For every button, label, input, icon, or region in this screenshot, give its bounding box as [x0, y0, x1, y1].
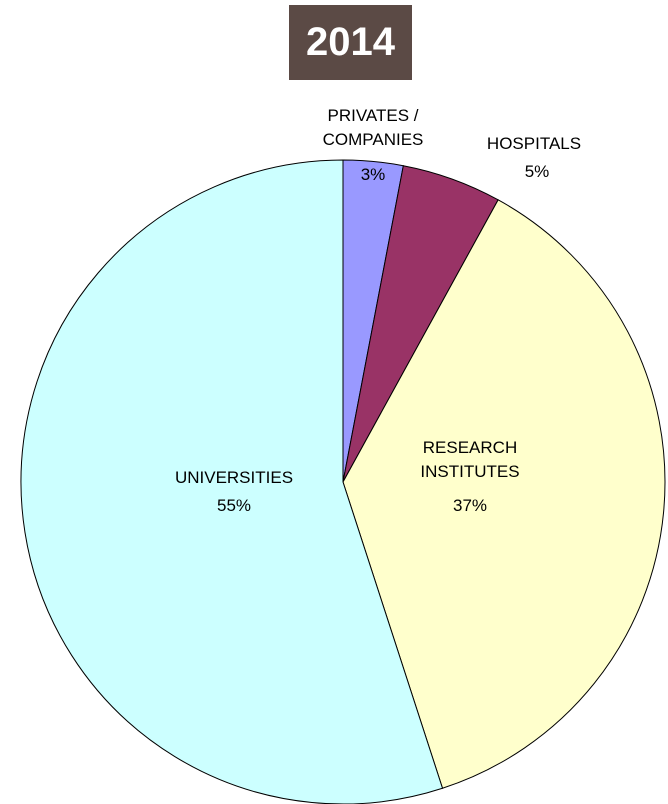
slice-value-label: 55% — [216, 496, 252, 515]
slice-value-label: 5% — [524, 162, 550, 181]
pie-slice — [342, 199, 666, 789]
slice-label: HOSPITALS — [486, 134, 582, 153]
slice-value-label: 3% — [360, 165, 386, 184]
slice-label: RESEARCH INSTITUTES — [420, 438, 520, 481]
slice-label: UNIVERSITIES — [174, 468, 294, 487]
slice-value-label: 37% — [452, 496, 488, 515]
slice-label: PRIVATES / COMPANIES — [322, 106, 424, 149]
chart-title: 2014 — [289, 5, 412, 80]
pie-slice — [20, 159, 444, 804]
